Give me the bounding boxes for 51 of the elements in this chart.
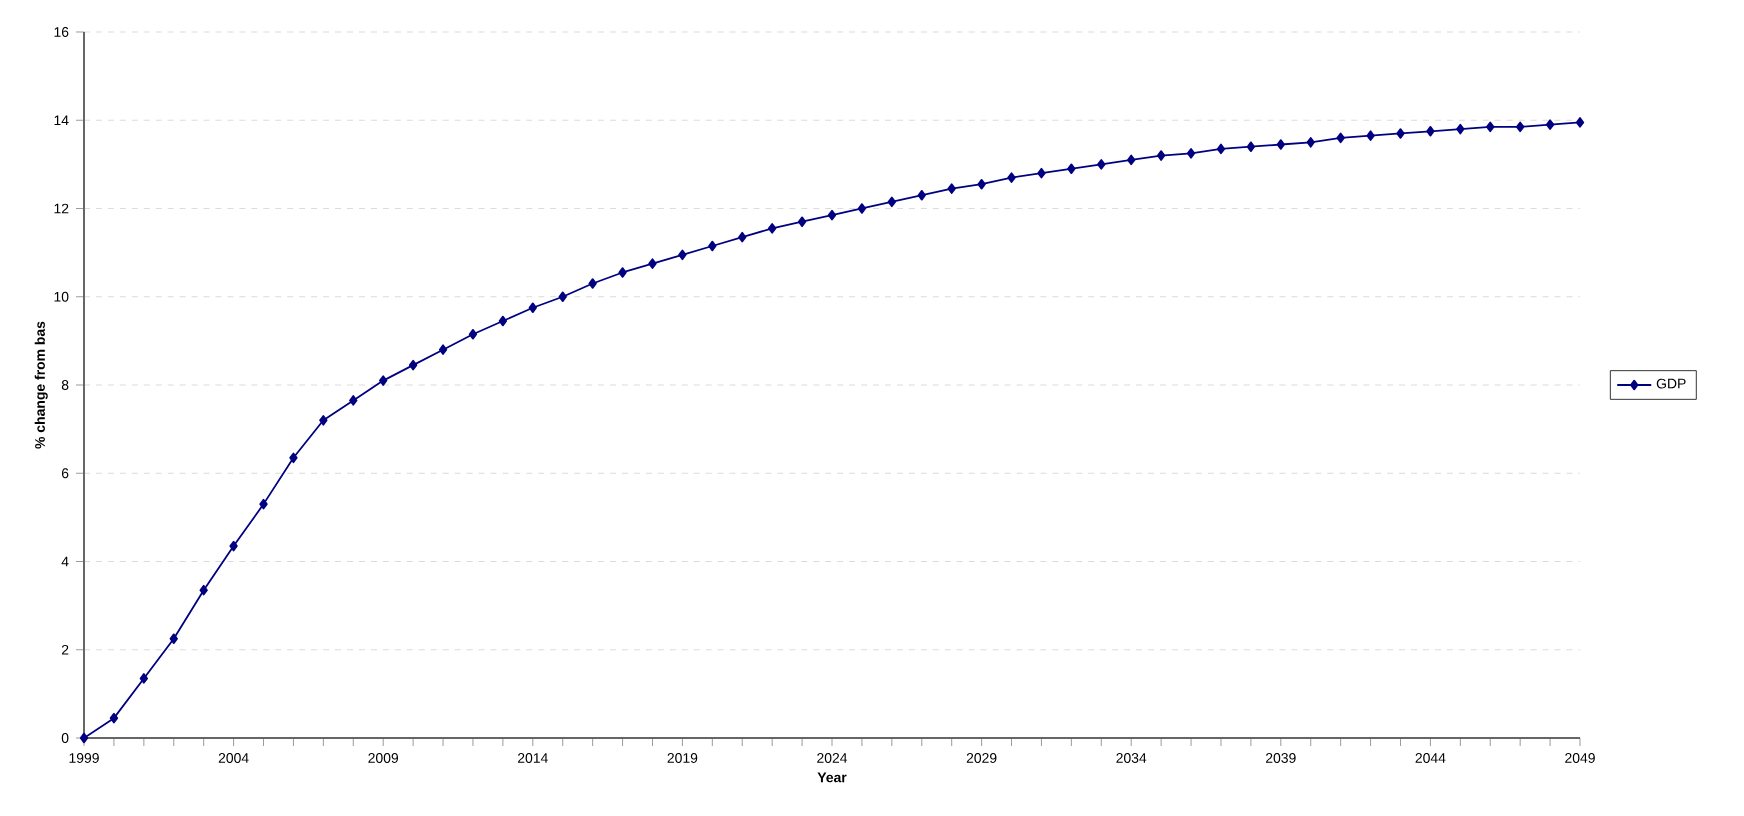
point: [1456, 123, 1465, 135]
point: [349, 395, 358, 406]
point: [289, 452, 298, 464]
point: [468, 328, 478, 340]
point: [1007, 172, 1016, 183]
point: [1156, 150, 1166, 161]
point: [797, 216, 807, 228]
point: [917, 189, 926, 201]
point: [1276, 139, 1285, 150]
point: [528, 302, 537, 314]
point: [648, 258, 657, 269]
point: [767, 223, 777, 234]
point: [1396, 128, 1405, 139]
point: [379, 375, 388, 386]
point: [1426, 125, 1435, 137]
point: [169, 633, 178, 644]
point: [1186, 148, 1196, 159]
point: [1037, 167, 1046, 179]
point: [79, 732, 89, 744]
point: [1366, 130, 1375, 141]
point: [1127, 154, 1136, 166]
point: [947, 183, 956, 194]
point: [708, 240, 717, 252]
point: [618, 267, 627, 278]
point: [1097, 159, 1106, 170]
point: [1246, 141, 1256, 152]
point: [199, 584, 208, 596]
point: [498, 315, 508, 327]
point: [857, 203, 867, 214]
point: [1545, 119, 1555, 130]
point: [109, 712, 119, 724]
point: [1336, 132, 1345, 144]
point: [1306, 137, 1315, 148]
point: [259, 498, 268, 510]
point: [1216, 143, 1226, 155]
point: [678, 249, 687, 261]
point: [887, 196, 897, 208]
point: [738, 231, 747, 243]
point: [1486, 121, 1495, 133]
point: [588, 278, 597, 289]
point: [1515, 121, 1525, 133]
point: [438, 344, 448, 355]
point: [558, 291, 567, 303]
point: [1067, 163, 1076, 175]
point: [139, 673, 149, 684]
point: [408, 359, 418, 371]
point: [319, 415, 328, 426]
point: [1575, 117, 1585, 128]
point: [229, 540, 238, 552]
point: [827, 209, 837, 221]
point: [977, 178, 986, 190]
